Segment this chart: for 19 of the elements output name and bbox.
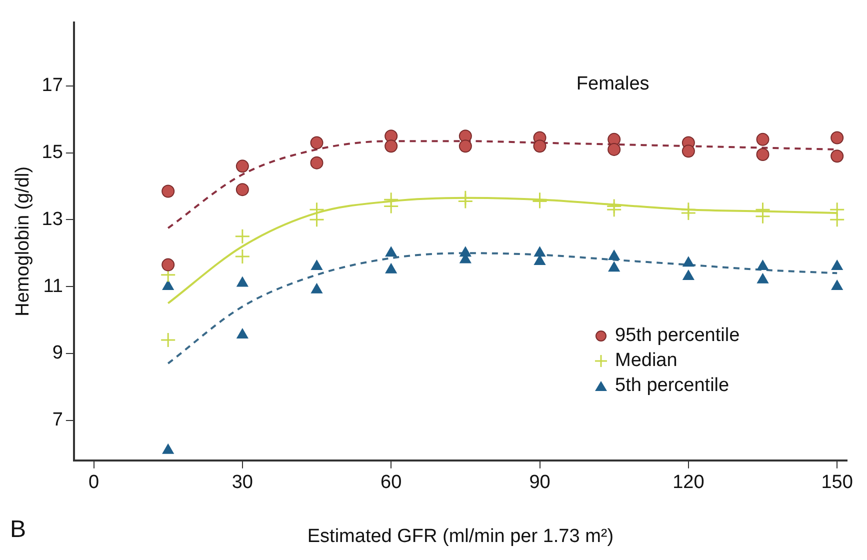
x-tick-label: 0: [88, 472, 100, 494]
annotation: Females: [576, 74, 650, 95]
y-tick-label: 13: [42, 208, 63, 230]
x-axis-title: Estimated GFR (ml/min per 1.73 m²): [307, 526, 614, 547]
legend-label: Median: [615, 349, 678, 373]
x-tick-label: 90: [529, 472, 550, 494]
y-axis-title: Hemoglobin (g/dl): [12, 166, 34, 316]
y-tick-label: 7: [52, 410, 63, 431]
legend-label: 5th percentile: [615, 374, 730, 398]
x-tick-label: 60: [380, 472, 402, 494]
y-tick-label: 15: [42, 142, 63, 164]
text: B: [10, 516, 26, 544]
x-tick-label: 150: [821, 472, 853, 494]
y-tick-label: 11: [43, 276, 63, 297]
x-tick-label: 30: [232, 472, 253, 494]
y-tick-label: 9: [52, 342, 63, 364]
legend-label: 95th percentile: [615, 324, 740, 348]
x-tick-label: 120: [672, 472, 704, 494]
y-tick-label: 17: [42, 75, 63, 96]
